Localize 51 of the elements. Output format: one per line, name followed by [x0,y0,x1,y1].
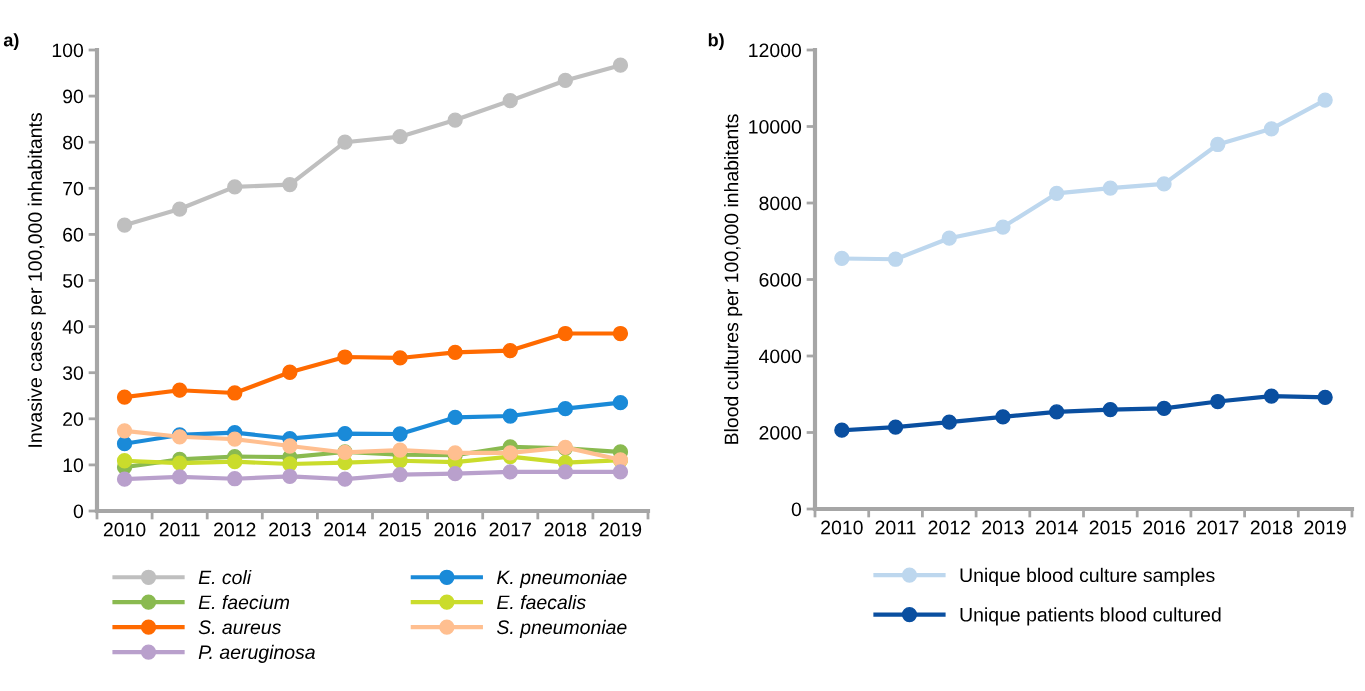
x-tick-label: 2010 [103,522,146,537]
y-tick-label: 100 [52,43,84,58]
x-tick-label: 2018 [1250,520,1293,535]
y-tick-label: 70 [63,181,84,196]
x-tick-label: 2013 [269,522,311,537]
x-tick-label: 2011 [159,522,200,537]
x-tick-label: 2015 [379,522,421,537]
y-tick-label: 60 [63,227,84,242]
x-tick-label: 2012 [928,520,970,535]
x-tick-label: 2012 [214,522,256,537]
legend-label: S. aureus [198,620,281,635]
legend-label: Unique blood culture samples [960,567,1215,586]
x-tick-label: 2019 [1304,520,1346,535]
y-tick-label: 80 [63,135,84,150]
x-tick-label: 2011 [875,520,916,535]
x-tick-label: 2013 [982,520,1024,535]
x-tick-label: 2018 [544,522,587,537]
y-tick-label: 4000 [759,349,802,364]
x-tick-label: 2017 [489,522,531,537]
x-tick-label: 2015 [1089,520,1132,535]
legend-label: Unique patients blood cultured [960,607,1221,626]
y-axis-title: Invasive cases per 100,000 inhabitants [27,113,46,447]
chart-title: b) [708,33,724,50]
x-tick-label: 2016 [434,522,476,537]
legend-label: E. faecium [198,594,290,610]
legend-label: E. coli [198,569,252,585]
y-axis-title: Blood cultures per 100,000 inhabitants [724,114,743,444]
x-tick-label: 2010 [821,520,863,535]
chart-title: a) [3,33,19,50]
legend-label: S. pneumoniae [496,619,627,638]
y-tick-label: 40 [62,320,84,334]
y-tick-label: 10000 [749,119,802,134]
y-tick-label: 6000 [759,272,802,287]
y-tick-label: 90 [63,89,84,104]
x-tick-label: 2019 [599,522,642,537]
x-tick-label: 2014 [324,522,367,537]
legend-label: K. pneumoniae [497,569,627,589]
y-tick-label: 0 [73,504,84,519]
y-tick-label: 20 [63,412,84,427]
y-tick-label: 30 [62,366,84,380]
y-tick-label: 12000 [749,43,802,58]
x-tick-label: 2017 [1197,520,1239,535]
legend-label: E. faecalis [497,594,586,610]
y-tick-label: 8000 [759,196,802,211]
legend-label: P. aeruginosa [198,644,315,663]
y-tick-label: 50 [62,273,84,288]
x-tick-label: 2016 [1143,520,1185,535]
y-tick-label: 2000 [759,425,802,440]
x-tick-label: 2014 [1036,520,1078,535]
y-tick-label: 10 [63,458,84,473]
y-tick-label: 0 [791,502,802,517]
